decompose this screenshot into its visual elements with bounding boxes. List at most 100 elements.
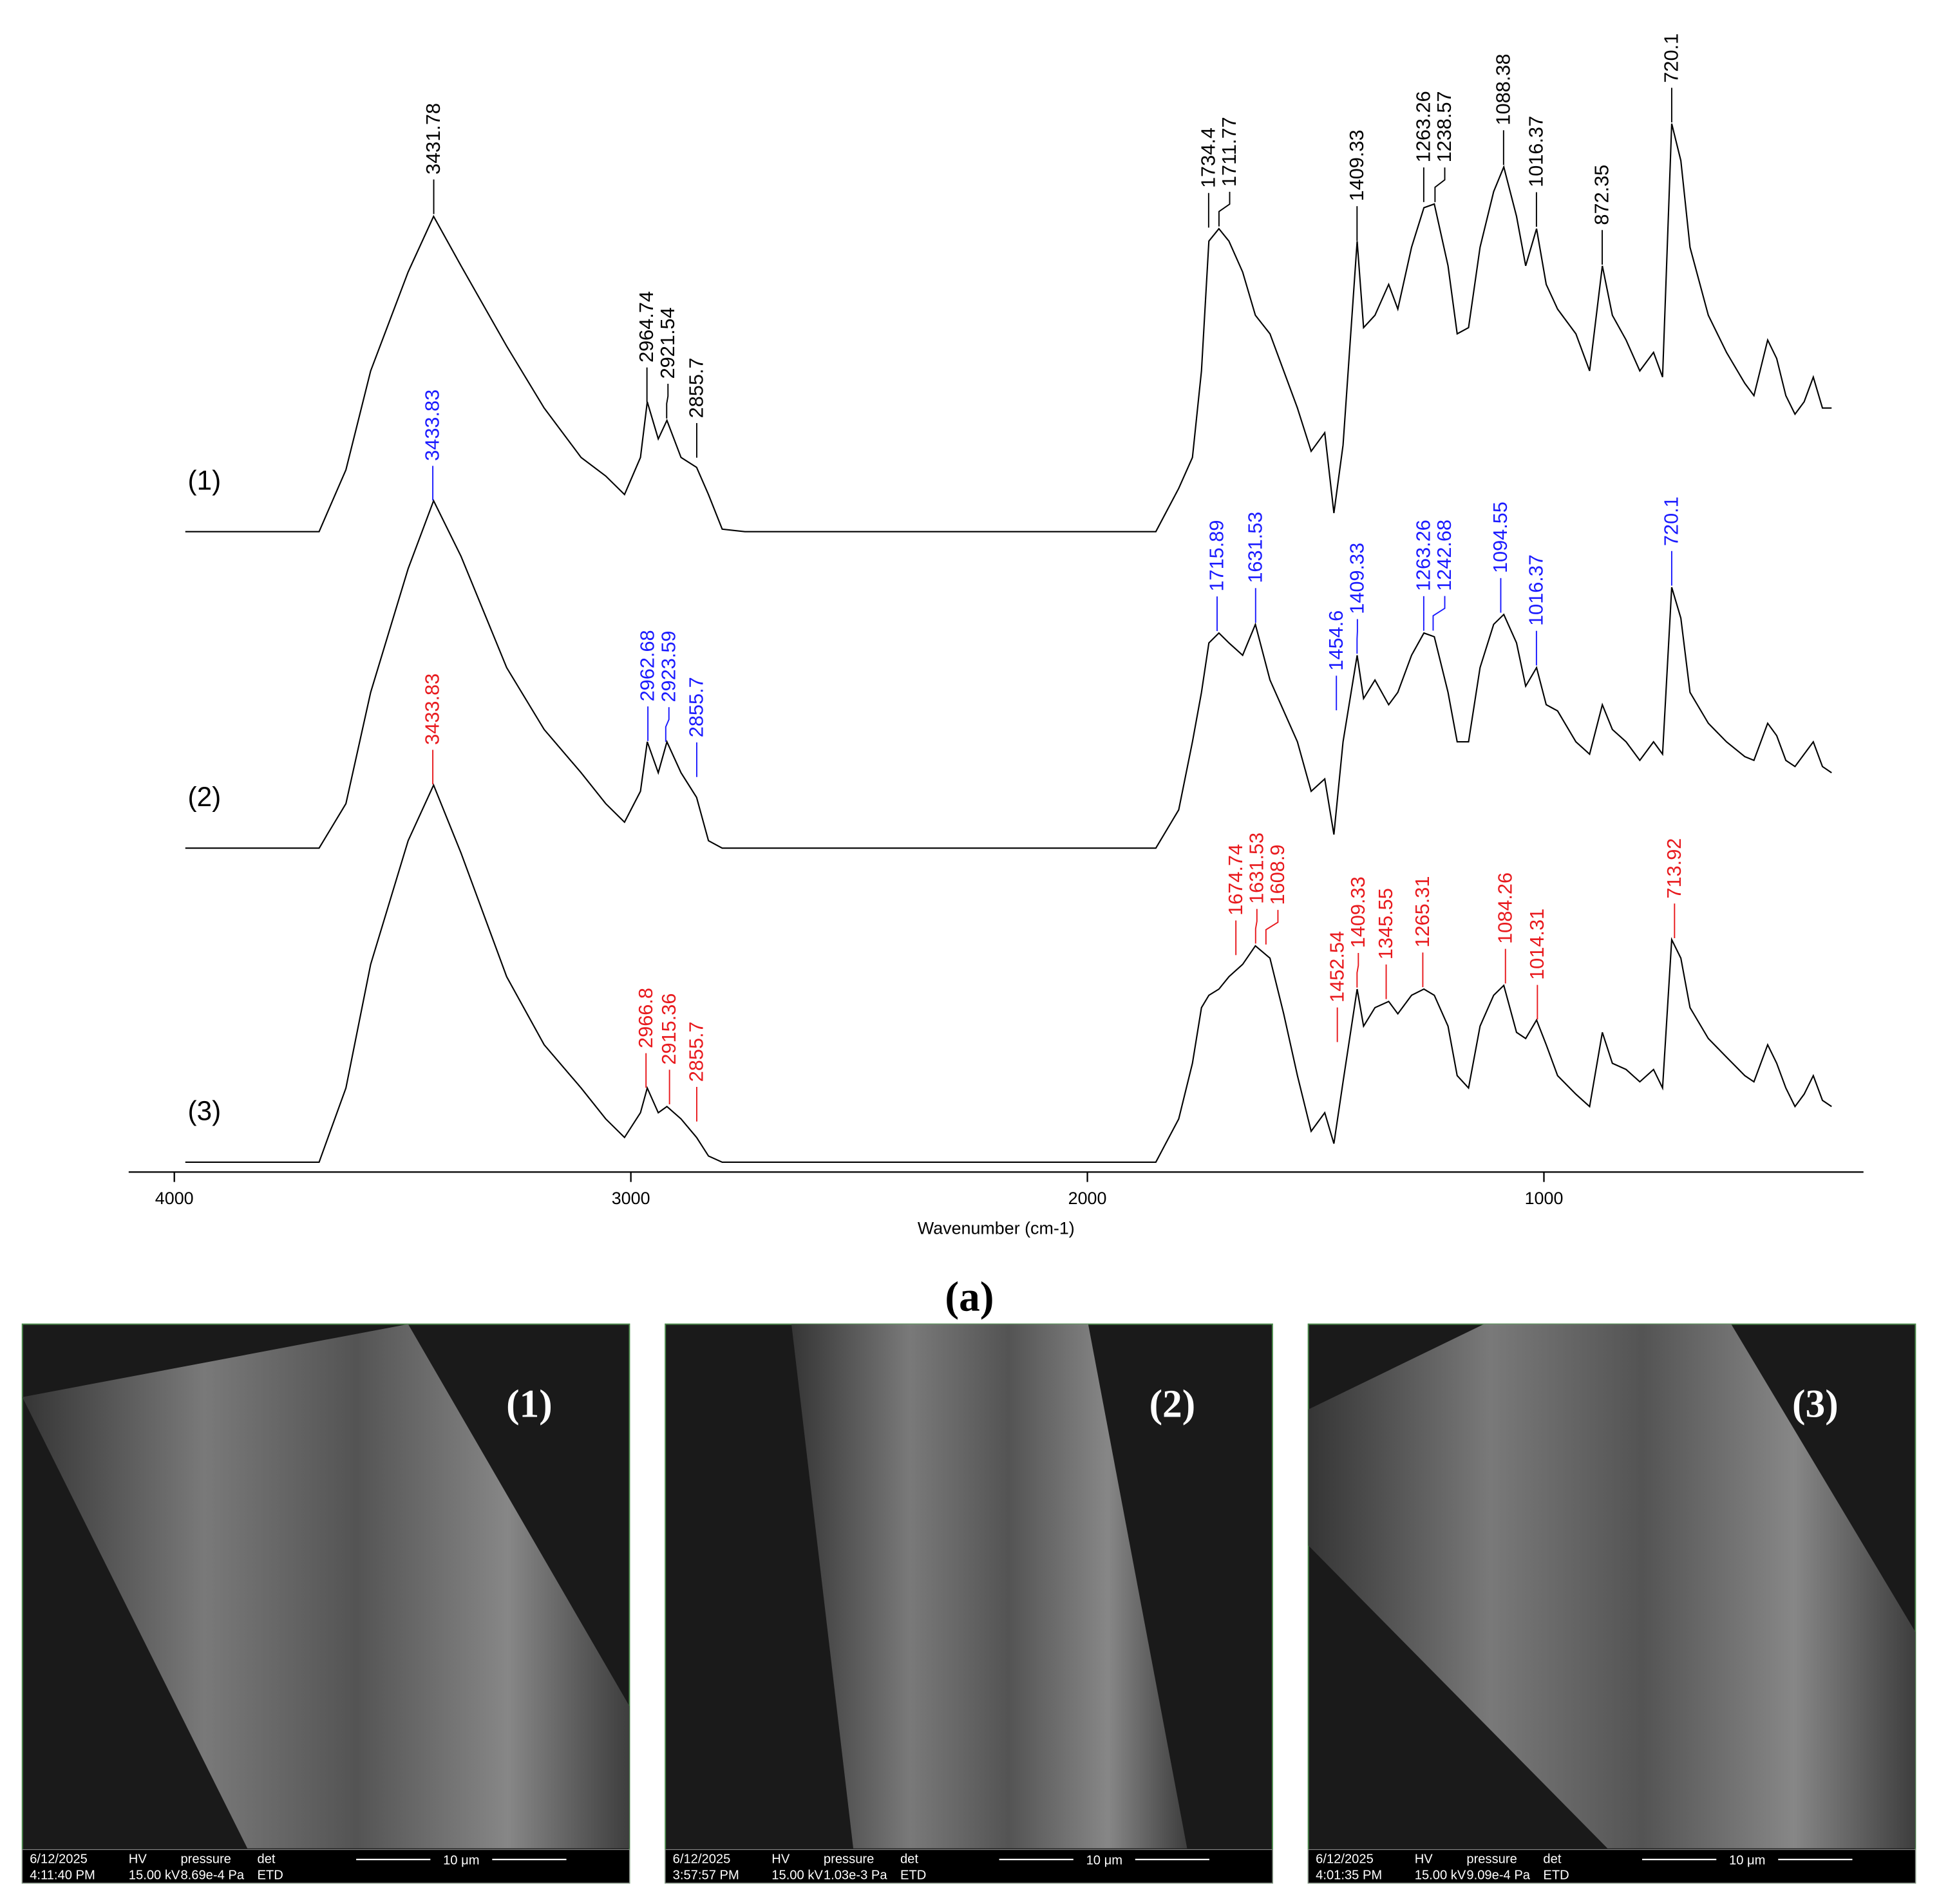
peak-label: 3433.83 <box>421 390 444 461</box>
peak-label: 3433.83 <box>421 674 444 745</box>
peak-leader <box>1356 953 1359 988</box>
peak-label: 2855.7 <box>685 677 708 737</box>
peak-label: 1016.37 <box>1524 554 1547 626</box>
peak-leader <box>666 384 669 419</box>
scale-bg <box>1073 1851 1135 1867</box>
info-bar <box>22 1849 630 1883</box>
info-label: pressure <box>824 1852 874 1867</box>
peak-label: 1715.89 <box>1206 520 1228 592</box>
info-value: 9.09e-4 Pa <box>1466 1869 1530 1883</box>
info-label: det <box>1543 1852 1561 1867</box>
info-value: 3:57:57 PM <box>673 1869 739 1883</box>
peak-label: 2855.7 <box>685 357 708 418</box>
info-label: 6/12/2025 <box>30 1852 88 1867</box>
peak-label: 2915.36 <box>657 994 680 1065</box>
peak-label: 1088.38 <box>1491 54 1514 126</box>
peak-label: 1409.33 <box>1345 129 1368 201</box>
peak-label: 2962.68 <box>636 630 659 701</box>
sem-fiber <box>22 1324 630 1849</box>
info-value: ETD <box>258 1869 283 1883</box>
peak-label: 2855.7 <box>685 1021 708 1082</box>
panel-label: (1) <box>506 1382 553 1426</box>
peak-label: 1711.77 <box>1218 117 1240 187</box>
info-label: det <box>900 1852 918 1867</box>
sem-fiber <box>1308 1324 1916 1849</box>
peak-leader <box>1218 191 1231 227</box>
peak-label: 2921.54 <box>656 307 679 379</box>
peak-label: 1409.33 <box>1345 543 1368 614</box>
peak-leader <box>1432 596 1446 631</box>
info-value: ETD <box>900 1869 926 1883</box>
info-value: 8.69e-4 Pa <box>180 1869 244 1883</box>
info-label: det <box>258 1852 276 1867</box>
x-tick-label: 4000 <box>155 1189 194 1208</box>
x-tick-label: 2000 <box>1068 1189 1107 1208</box>
info-label: HV <box>129 1852 147 1867</box>
series-label: (3) <box>188 1096 222 1126</box>
peak-label: 1238.57 <box>1433 91 1455 162</box>
series-label: (2) <box>188 782 222 812</box>
peak-label: 2923.59 <box>657 630 679 702</box>
x-tick-label: 3000 <box>612 1189 650 1208</box>
info-value: ETD <box>1543 1869 1569 1883</box>
peak-label: 3431.78 <box>422 103 444 174</box>
peak-label: 1242.68 <box>1433 520 1455 591</box>
peak-label: 720.1 <box>1660 496 1683 546</box>
peak-label: 1734.4 <box>1197 127 1219 188</box>
scale-label: 10 μm <box>443 1854 479 1868</box>
peak-label: 1016.37 <box>1524 116 1547 187</box>
info-label: 6/12/2025 <box>673 1852 731 1867</box>
info-bar <box>665 1849 1273 1883</box>
info-value: 15.00 kV <box>1415 1869 1466 1883</box>
info-label: HV <box>771 1852 790 1867</box>
peak-leader <box>665 707 670 742</box>
panel-label: (3) <box>1792 1382 1839 1426</box>
info-label: pressure <box>1466 1852 1517 1867</box>
peak-label: 1452.54 <box>1325 931 1348 1003</box>
info-value: 15.00 kV <box>129 1869 180 1883</box>
peak-label: 1608.9 <box>1266 845 1289 905</box>
peak-label: 1265.31 <box>1411 876 1433 948</box>
info-label: 6/12/2025 <box>1316 1852 1374 1867</box>
sem-fiber <box>791 1324 1187 1849</box>
peak-label: 713.92 <box>1663 838 1685 899</box>
peak-label: 1454.6 <box>1325 610 1347 671</box>
peak-label: 2964.74 <box>635 291 657 363</box>
peak-leader <box>1265 910 1279 945</box>
peak-label: 1014.31 <box>1526 909 1548 980</box>
peak-label: 872.35 <box>1591 165 1613 225</box>
caption: (a) <box>945 1274 994 1320</box>
series-label: (1) <box>188 465 222 495</box>
info-value: 4:11:40 PM <box>30 1869 95 1883</box>
x-tick-label: 1000 <box>1525 1189 1564 1208</box>
scale-bg <box>430 1851 493 1867</box>
peak-label: 1631.53 <box>1244 512 1266 583</box>
info-value: 15.00 kV <box>771 1869 823 1883</box>
peak-label: 720.1 <box>1660 33 1683 83</box>
scale-label: 10 μm <box>1086 1854 1122 1868</box>
peak-leader <box>1254 909 1258 944</box>
x-axis-label: Wavenumber (cm-1) <box>918 1218 1075 1238</box>
peak-label: 1674.74 <box>1224 844 1247 916</box>
peak-label: 1631.53 <box>1245 833 1267 904</box>
peak-leader <box>1434 167 1446 202</box>
peak-label: 1084.26 <box>1493 872 1516 944</box>
peak-label: 1263.26 <box>1412 91 1434 162</box>
panel-label: (2) <box>1149 1382 1196 1426</box>
peak-label: 1345.55 <box>1374 888 1397 959</box>
peak-label: 2966.8 <box>634 988 657 1048</box>
spectrum-line <box>185 783 1832 1163</box>
info-value: 1.03e-3 Pa <box>824 1869 887 1883</box>
spectrum-line <box>185 498 1832 849</box>
info-value: 4:01:35 PM <box>1316 1869 1382 1883</box>
peak-label: 1263.26 <box>1412 520 1434 591</box>
peak-label: 1409.33 <box>1347 876 1369 948</box>
info-label: HV <box>1415 1852 1433 1867</box>
peak-label: 1094.55 <box>1489 502 1511 573</box>
scale-label: 10 μm <box>1729 1854 1765 1868</box>
info-label: pressure <box>180 1852 231 1867</box>
info-bar <box>1308 1849 1916 1883</box>
scale-bg <box>1716 1851 1779 1867</box>
